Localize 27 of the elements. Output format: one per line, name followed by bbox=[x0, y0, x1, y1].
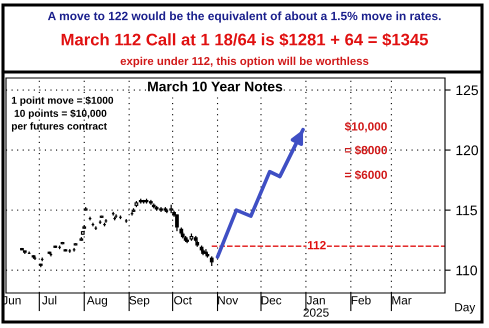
x-tick-label: Oct bbox=[174, 296, 192, 304]
annotation: $10,000 bbox=[344, 122, 387, 132]
line-series bbox=[216, 128, 305, 259]
candlestick bbox=[152, 203, 156, 208]
y-tick-label: 115 bbox=[456, 206, 477, 216]
text: A move to 122 would be the equivalent of about a 1.5% move in rates. bbox=[48, 11, 441, 23]
x-tick-label: Sep bbox=[129, 296, 150, 307]
x-tick-label: Aug bbox=[86, 296, 108, 307]
y-tick-label: 125 bbox=[456, 85, 478, 96]
y-tick-label: 110 bbox=[456, 266, 478, 276]
chart-title: March 10 Year Notes bbox=[148, 81, 282, 92]
text: expire under 112, this option will be worthless bbox=[120, 56, 368, 68]
x-tick-label: Jul bbox=[42, 296, 56, 304]
x-tick-label: Jan 2025 bbox=[304, 296, 329, 317]
candlestick bbox=[175, 214, 179, 232]
annotation: = $6000 bbox=[344, 170, 387, 180]
annotation: = $8000 bbox=[344, 145, 387, 156]
annotation: 1 point move = $1000 10 points = $10,000 per futures contract bbox=[12, 96, 114, 132]
x-tick-label: Feb bbox=[352, 296, 371, 304]
ref-line-label: 112 bbox=[308, 240, 326, 250]
text: March 112 Call at 1 18/64 is $1281 + 64 = $1345 bbox=[62, 32, 428, 47]
x-tick-label: Nov bbox=[218, 296, 238, 304]
candlestick bbox=[82, 225, 86, 229]
x-tick-label: Mar bbox=[392, 296, 412, 304]
x-tick-label: Dec bbox=[262, 296, 282, 304]
x-axis-title: Day bbox=[455, 303, 476, 314]
y-tick-label: 120 bbox=[456, 145, 478, 156]
